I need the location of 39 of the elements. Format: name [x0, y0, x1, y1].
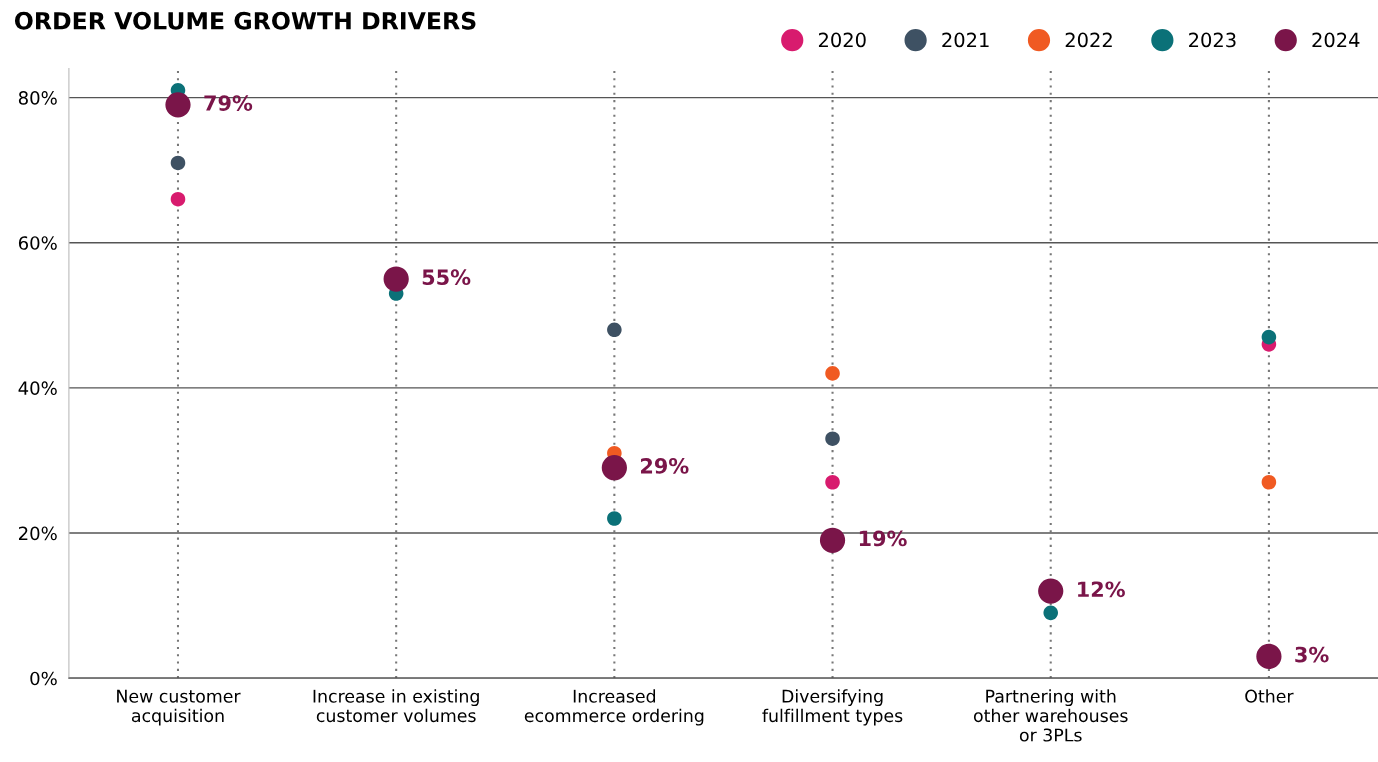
- y-tick-label: 40%: [18, 381, 57, 396]
- point: [1261, 329, 1277, 345]
- data-label: 79%: [204, 95, 253, 111]
- point: [165, 92, 191, 118]
- point: [383, 266, 409, 292]
- legend-label: 2024: [1312, 32, 1360, 48]
- legend-label: 2023: [1189, 32, 1236, 48]
- point: [607, 511, 622, 526]
- point: [170, 191, 186, 207]
- data-label: 29%: [641, 458, 689, 474]
- point: [825, 366, 840, 381]
- x-tick-label: New customer acquisition: [117, 689, 241, 726]
- x-tick-label: Increased ecommerce ordering: [524, 689, 704, 726]
- y-tick-label: 80%: [18, 91, 57, 105]
- y-tick-label: 60%: [18, 236, 57, 250]
- point: [1261, 474, 1277, 490]
- data-label: 19%: [859, 530, 907, 547]
- data-label: 55%: [422, 269, 471, 286]
- legend-label: 2020: [818, 32, 866, 48]
- point: [170, 155, 186, 171]
- point: [607, 322, 622, 338]
- point: [825, 431, 840, 446]
- point: [1038, 578, 1064, 604]
- x-tick-label: Other: [1245, 689, 1294, 703]
- point: [825, 474, 840, 490]
- point: [1256, 643, 1282, 670]
- y-tick-label: 20%: [18, 526, 57, 541]
- legend-label: 2021: [942, 32, 989, 48]
- point: [819, 527, 846, 553]
- point: [601, 455, 627, 481]
- legend-label: 2022: [1065, 32, 1112, 48]
- x-tick-label: Diversifying fulfillment types: [762, 689, 903, 726]
- x-tick-label: Increase in existing customer volumes: [313, 689, 479, 723]
- data-label: 12%: [1078, 581, 1125, 598]
- data-label: 3%: [1295, 646, 1329, 663]
- x-tick-label: Partnering with other warehouses or 3PLs: [973, 689, 1128, 742]
- y-tick-label: 0%: [30, 671, 57, 686]
- point: [1043, 605, 1059, 621]
- chart-title: ORDER VOLUME GROWTH DRIVERS: [14, 11, 476, 30]
